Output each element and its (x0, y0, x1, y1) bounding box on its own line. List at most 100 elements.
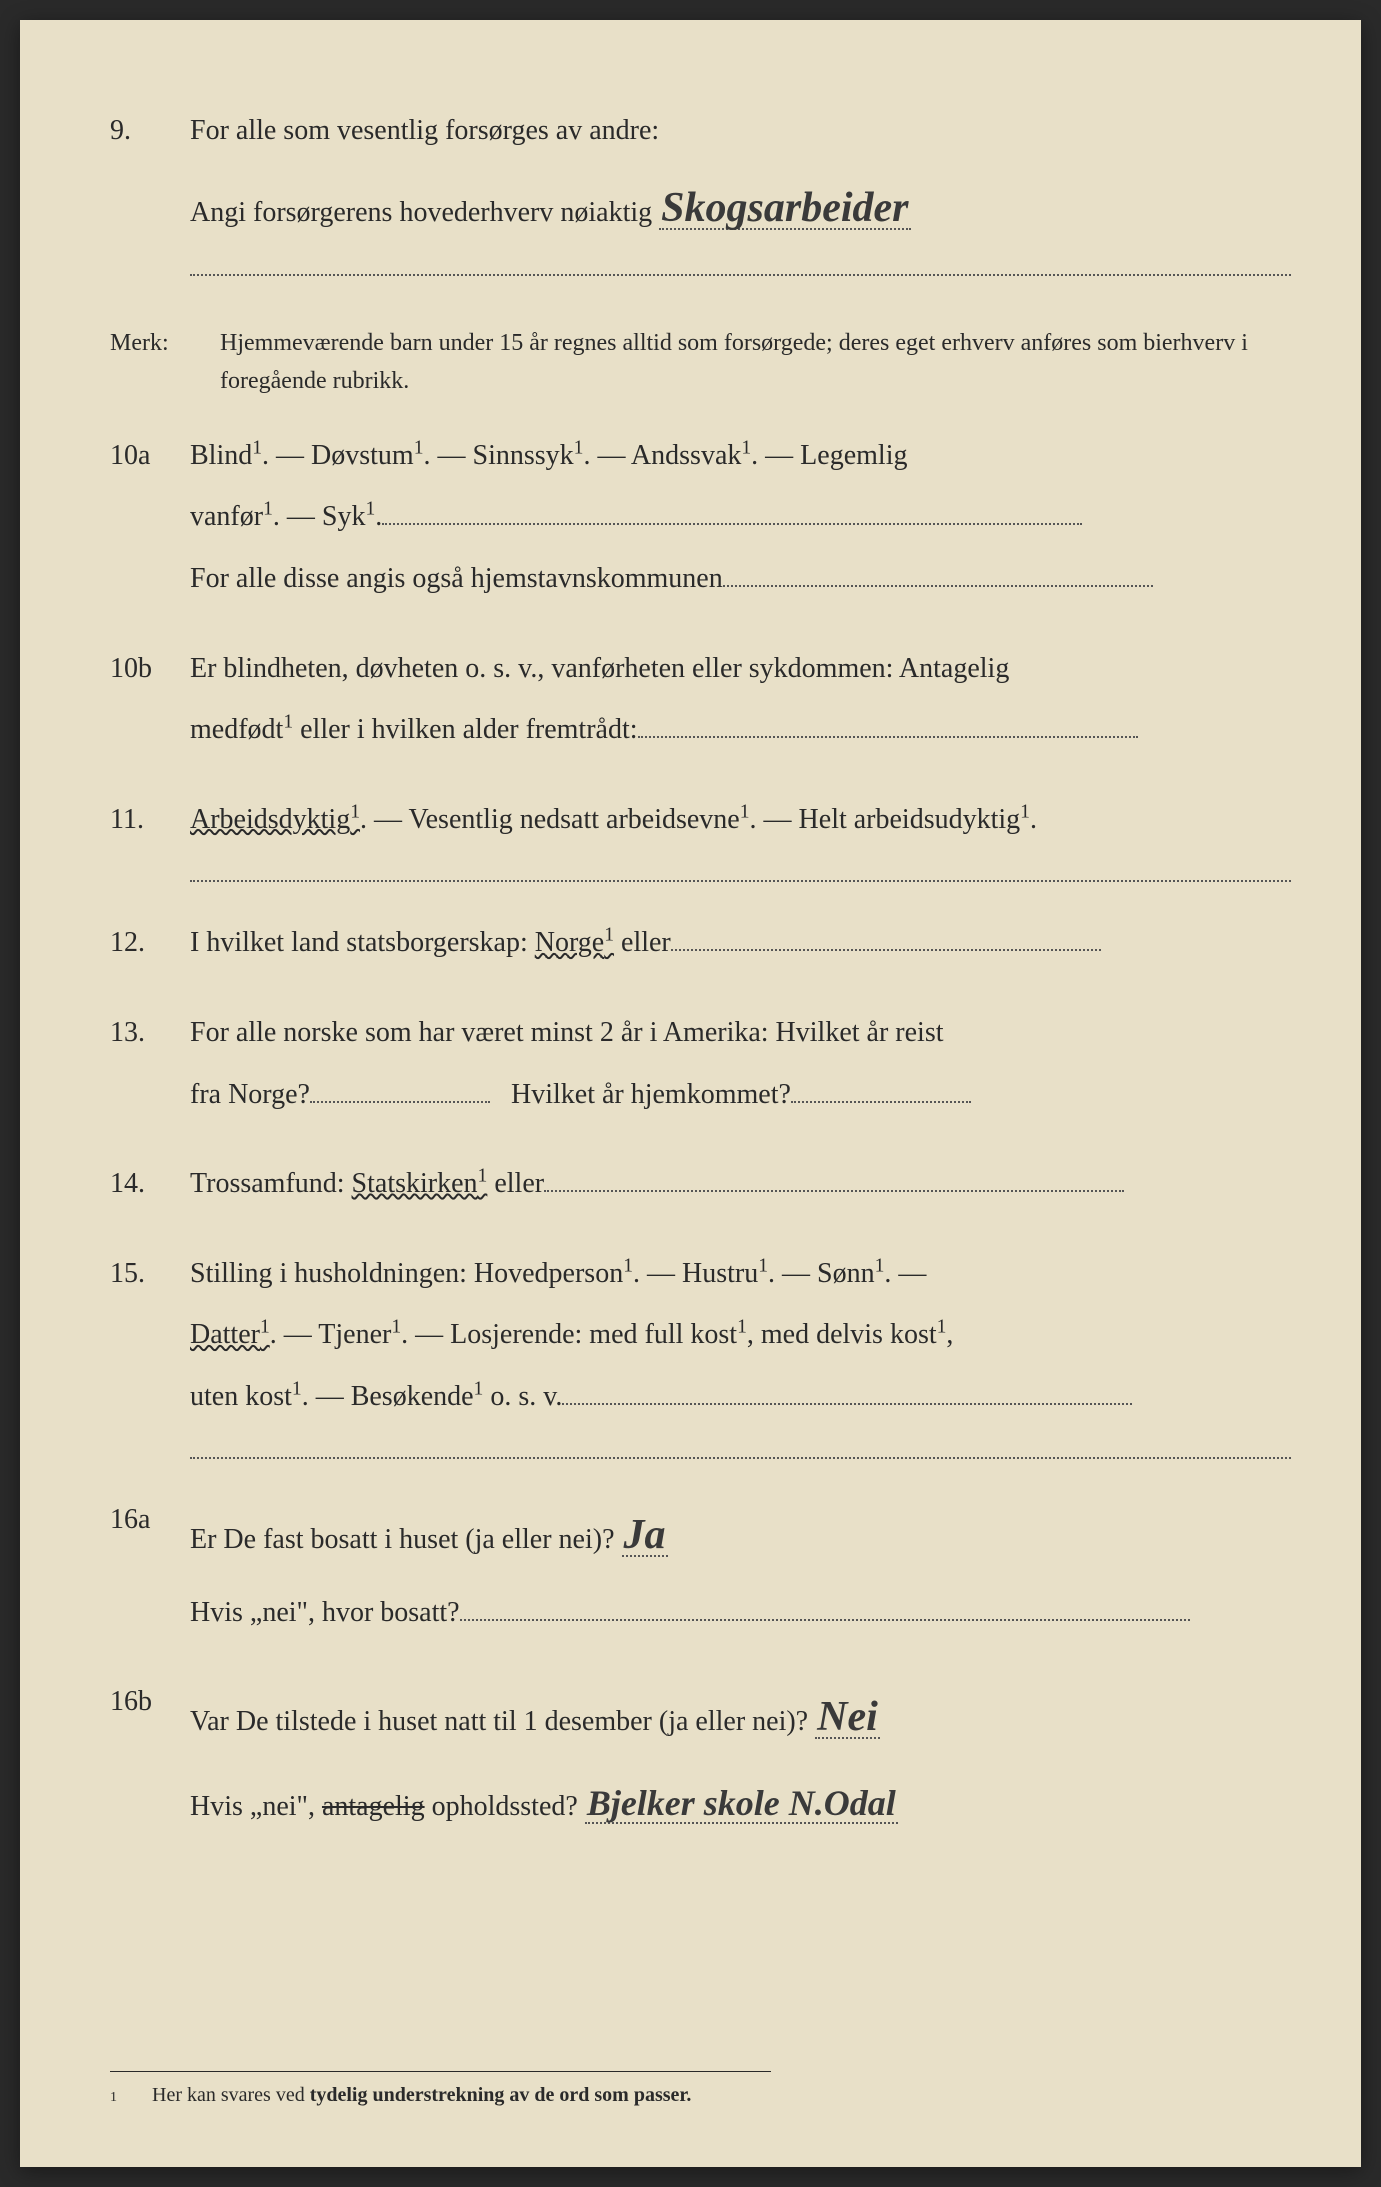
question-number: 12. (110, 912, 190, 974)
option-text: vanfør (190, 501, 263, 532)
question-16b: 16b Var De tilstede i huset natt til 1 d… (110, 1671, 1291, 1843)
question-line: Angi forsørgerens hovederhverv nøiaktig … (190, 162, 1291, 254)
superscript: 1 (758, 1255, 768, 1276)
note-text: Hjemmeværende barn under 15 år regnes al… (220, 324, 1291, 401)
option-text: Blind (190, 440, 252, 471)
blank-field (460, 1619, 1190, 1621)
option-text: . — Legemlig (751, 440, 907, 471)
question-text: Er blindheten, døvheten o. s. v., vanfør… (190, 638, 1291, 700)
question-10a: 10a Blind1. — Døvstum1. — Sinnssyk1. — A… (110, 425, 1291, 610)
superscript: 1 (414, 437, 424, 458)
superscript: 1 (263, 499, 273, 520)
handwritten-answer: Skogsarbeider (661, 162, 908, 254)
option-text: . — Tjener (270, 1319, 392, 1350)
note-merk: Merk: Hjemmeværende barn under 15 år reg… (110, 324, 1291, 401)
selected-option: Datter1 (190, 1319, 270, 1350)
option-text: uten kost (190, 1381, 292, 1412)
divider (190, 880, 1291, 882)
option-text: . — Syk (273, 501, 366, 532)
field-label: Hvis „nei", (190, 1791, 322, 1822)
question-number: 10b (110, 638, 190, 761)
answer-field: Skogsarbeider (659, 197, 910, 230)
option-text: . — Sinnssyk (424, 440, 574, 471)
struck-text: antagelig (322, 1791, 425, 1822)
question-body: I hvilket land statsborgerskap: Norge1 e… (190, 912, 1291, 974)
question-body: Er De fast bosatt i huset (ja eller nei)… (190, 1489, 1291, 1643)
option-text: . — Hustru (633, 1258, 758, 1289)
superscript: 1 (574, 437, 584, 458)
document-page: 9. For alle som vesentlig forsørges av a… (20, 20, 1361, 2167)
superscript: 1 (350, 801, 360, 822)
question-body: Var De tilstede i huset natt til 1 desem… (190, 1671, 1291, 1843)
blank-field (791, 1101, 971, 1103)
field-label: eller i hvilken alder fremtrådt: (293, 714, 637, 745)
superscript: 1 (292, 1379, 302, 1400)
question-line: Er De fast bosatt i huset (ja eller nei)… (190, 1489, 1291, 1581)
field-label: Angi forsørgerens hovederhverv nøiaktig (190, 197, 652, 228)
question-line: Hvis „nei", antagelig opholdssted? Bjelk… (190, 1764, 1291, 1843)
blank-field (671, 949, 1101, 951)
option-text: o. s. v. (483, 1381, 562, 1412)
question-line: Stilling i husholdningen: Hovedperson1. … (190, 1243, 1291, 1305)
superscript: 1 (623, 1255, 633, 1276)
handwritten-answer: Nei (817, 1671, 878, 1763)
question-12: 12. I hvilket land statsborgerskap: Norg… (110, 912, 1291, 974)
footnote-text: Her kan svares ved (152, 2084, 310, 2106)
blank-line (190, 274, 1291, 276)
superscript: 1 (737, 1317, 747, 1338)
superscript: 1 (365, 499, 375, 520)
question-number: 9. (110, 100, 190, 296)
option-text: . — Døvstum (262, 440, 414, 471)
question-line: uten kost1. — Besøkende1 o. s. v. (190, 1366, 1291, 1428)
question-line: Var De tilstede i huset natt til 1 desem… (190, 1671, 1291, 1763)
superscript: 1 (604, 925, 614, 946)
superscript: 1 (937, 1317, 947, 1338)
selected-option: Norge1 (535, 927, 614, 958)
field-label: fra Norge? (190, 1079, 310, 1110)
question-line: fra Norge? Hvilket år hjemkommet? (190, 1064, 1291, 1126)
question-body: For alle som vesentlig forsørges av andr… (190, 100, 1291, 296)
question-line: Datter1. — Tjener1. — Losjerende: med fu… (190, 1304, 1291, 1366)
field-label: Hvis „nei", hvor bosatt? (190, 1597, 460, 1628)
question-number: 16a (110, 1489, 190, 1643)
question-body: Stilling i husholdningen: Hovedperson1. … (190, 1243, 1291, 1428)
question-body: Trossamfund: Statskirken1 eller (190, 1153, 1291, 1215)
selected-option: Statskirken1 (352, 1168, 488, 1199)
question-11: 1 1. Arbeidsdyktig1. — Vesentlig nedsatt … (110, 789, 1291, 851)
option-text: . — Vesentlig nedsatt arbeidsevne (360, 804, 740, 835)
option-text: . (1030, 804, 1037, 835)
question-text: For alle som vesentlig forsørges av andr… (190, 100, 1291, 162)
option-text: . (375, 501, 382, 532)
option-text: , med delvis kost (747, 1319, 937, 1350)
question-line: Hvis „nei", hvor bosatt? (190, 1582, 1291, 1644)
superscript: 1 (1020, 801, 1030, 822)
question-16a: 16a Er De fast bosatt i huset (ja eller … (110, 1489, 1291, 1643)
field-label: Var De tilstede i huset natt til 1 desem… (190, 1706, 808, 1737)
note-label: Merk: (110, 324, 220, 401)
question-15: 15. Stilling i husholdningen: Hovedperso… (110, 1243, 1291, 1428)
field-label: Trossamfund: (190, 1168, 352, 1199)
superscript: 1 (252, 437, 262, 458)
option-text: eller (487, 1168, 544, 1199)
question-9: 9. For alle som vesentlig forsørges av a… (110, 100, 1291, 296)
answer-field: Ja (622, 1524, 668, 1557)
question-14: 14. Trossamfund: Statskirken1 eller (110, 1153, 1291, 1215)
superscript: 1 (391, 1317, 401, 1338)
blank-field (310, 1101, 490, 1103)
question-text: For alle norske som har været minst 2 år… (190, 1002, 1291, 1064)
field-label: Er De fast bosatt i huset (ja eller nei)… (190, 1524, 615, 1555)
selected-option: Arbeidsdyktig1 (190, 804, 360, 835)
handwritten-answer: Ja (624, 1489, 666, 1581)
superscript: 1 (740, 801, 750, 822)
superscript: 1 (875, 1255, 885, 1276)
handwritten-answer: Bjelker skole N.Odal (587, 1764, 896, 1843)
option-text: . — Andssvak (583, 440, 741, 471)
superscript: 1 (260, 1317, 270, 1338)
option-text: . — (884, 1258, 926, 1289)
option-text: . — Helt arbeidsudyktig (750, 804, 1021, 835)
question-number: 14. (110, 1153, 190, 1215)
question-line: For alle disse angis også hjemstavnskomm… (190, 548, 1291, 610)
superscript: 1 (283, 712, 293, 733)
blank-field (562, 1403, 1132, 1405)
footnote: 1 Her kan svares ved tydelig understrekn… (110, 2071, 771, 2107)
